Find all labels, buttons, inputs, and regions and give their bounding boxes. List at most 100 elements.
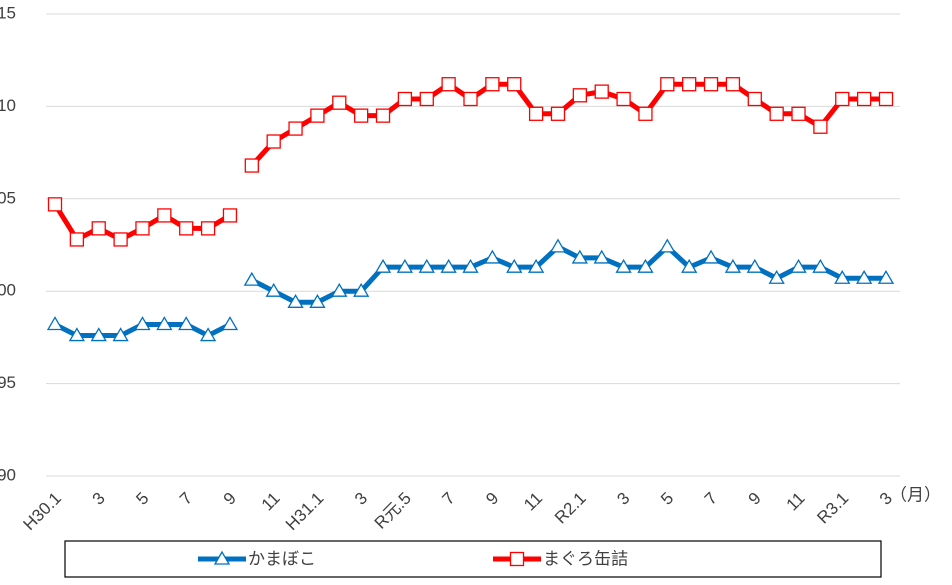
marker <box>463 91 478 107</box>
marker <box>265 282 282 297</box>
marker <box>856 91 872 107</box>
y-tick-label: 105 <box>0 188 16 207</box>
marker <box>199 327 217 342</box>
legend-label: かまぼこ <box>248 549 316 568</box>
marker <box>353 282 370 297</box>
marker <box>310 108 325 123</box>
marker <box>157 208 172 223</box>
marker <box>90 327 107 342</box>
x-tick-label: 9 <box>482 489 502 509</box>
marker <box>813 119 828 134</box>
marker <box>440 258 457 273</box>
x-tick-label: H31.1 <box>282 489 328 535</box>
marker <box>506 258 523 273</box>
x-tick-label: H30.1 <box>19 489 65 535</box>
x-axis-unit: （月） <box>890 485 941 504</box>
marker <box>113 232 128 247</box>
marker <box>485 77 500 92</box>
marker <box>156 316 173 331</box>
marker <box>309 293 326 308</box>
x-tick-label: 7 <box>176 489 196 509</box>
marker <box>877 269 895 284</box>
legend-label: まぐろ缶詰 <box>543 549 628 568</box>
marker <box>396 258 414 273</box>
series-line <box>249 81 886 168</box>
marker <box>659 238 676 253</box>
marker <box>354 108 369 123</box>
marker <box>222 208 238 223</box>
x-tick-label: 3 <box>613 489 633 509</box>
marker <box>46 316 64 331</box>
marker <box>571 249 588 264</box>
marker <box>769 106 784 121</box>
marker <box>288 121 303 136</box>
marker <box>134 316 151 331</box>
marker <box>178 316 195 331</box>
x-tick-label: 3 <box>351 489 371 509</box>
y-tick-label: 90 <box>0 465 16 484</box>
legend-marker <box>509 551 525 567</box>
series-line <box>250 244 886 305</box>
x-tick-label: R3.1 <box>813 489 852 528</box>
marker <box>724 258 742 273</box>
marker <box>527 258 545 273</box>
marker <box>179 221 194 236</box>
marker <box>68 327 86 342</box>
x-tick-label: R元.5 <box>371 489 415 533</box>
marker <box>244 158 259 173</box>
marker <box>375 108 391 123</box>
x-tick-label: 9 <box>220 489 240 509</box>
marker <box>593 249 610 264</box>
marker <box>812 258 829 273</box>
y-tick-label: 115 <box>0 3 16 22</box>
marker <box>200 221 216 236</box>
legend-box <box>64 540 882 578</box>
marker <box>681 258 698 273</box>
marker <box>69 232 85 247</box>
marker <box>221 316 239 331</box>
marker <box>331 282 348 297</box>
x-tick-label: 7 <box>701 489 721 509</box>
marker <box>243 271 260 286</box>
marker <box>768 269 785 284</box>
x-tick-label: 11 <box>258 489 284 515</box>
marker <box>572 88 587 103</box>
marker <box>834 269 851 284</box>
marker <box>791 106 806 121</box>
marker <box>878 91 894 107</box>
marker <box>418 258 435 273</box>
marker <box>550 106 566 121</box>
x-tick-label: 11 <box>783 489 809 515</box>
marker <box>616 91 631 107</box>
marker <box>594 84 609 99</box>
marker <box>638 106 653 121</box>
marker <box>790 258 807 273</box>
marker <box>135 221 150 236</box>
x-tick-label: 11 <box>520 489 546 515</box>
marker <box>507 77 522 92</box>
marker <box>835 91 850 107</box>
marker <box>332 95 347 110</box>
x-tick-label: 5 <box>657 489 677 509</box>
marker <box>419 91 434 107</box>
marker <box>462 258 479 273</box>
marker <box>287 293 304 308</box>
marker <box>484 249 501 264</box>
x-tick-label: 5 <box>132 489 152 509</box>
marker <box>746 258 763 273</box>
marker <box>528 106 544 121</box>
y-tick-label: 100 <box>0 281 16 300</box>
marker <box>725 77 741 92</box>
marker <box>47 197 63 212</box>
marker <box>855 269 873 284</box>
marker <box>266 134 281 149</box>
marker <box>660 77 675 92</box>
marker <box>747 91 762 107</box>
y-tick-label: 95 <box>0 373 16 392</box>
marker <box>549 238 567 253</box>
marker <box>397 91 413 107</box>
x-tick-label: R2.1 <box>551 489 590 528</box>
marker <box>682 77 697 92</box>
y-tick-label: 110 <box>0 96 16 115</box>
